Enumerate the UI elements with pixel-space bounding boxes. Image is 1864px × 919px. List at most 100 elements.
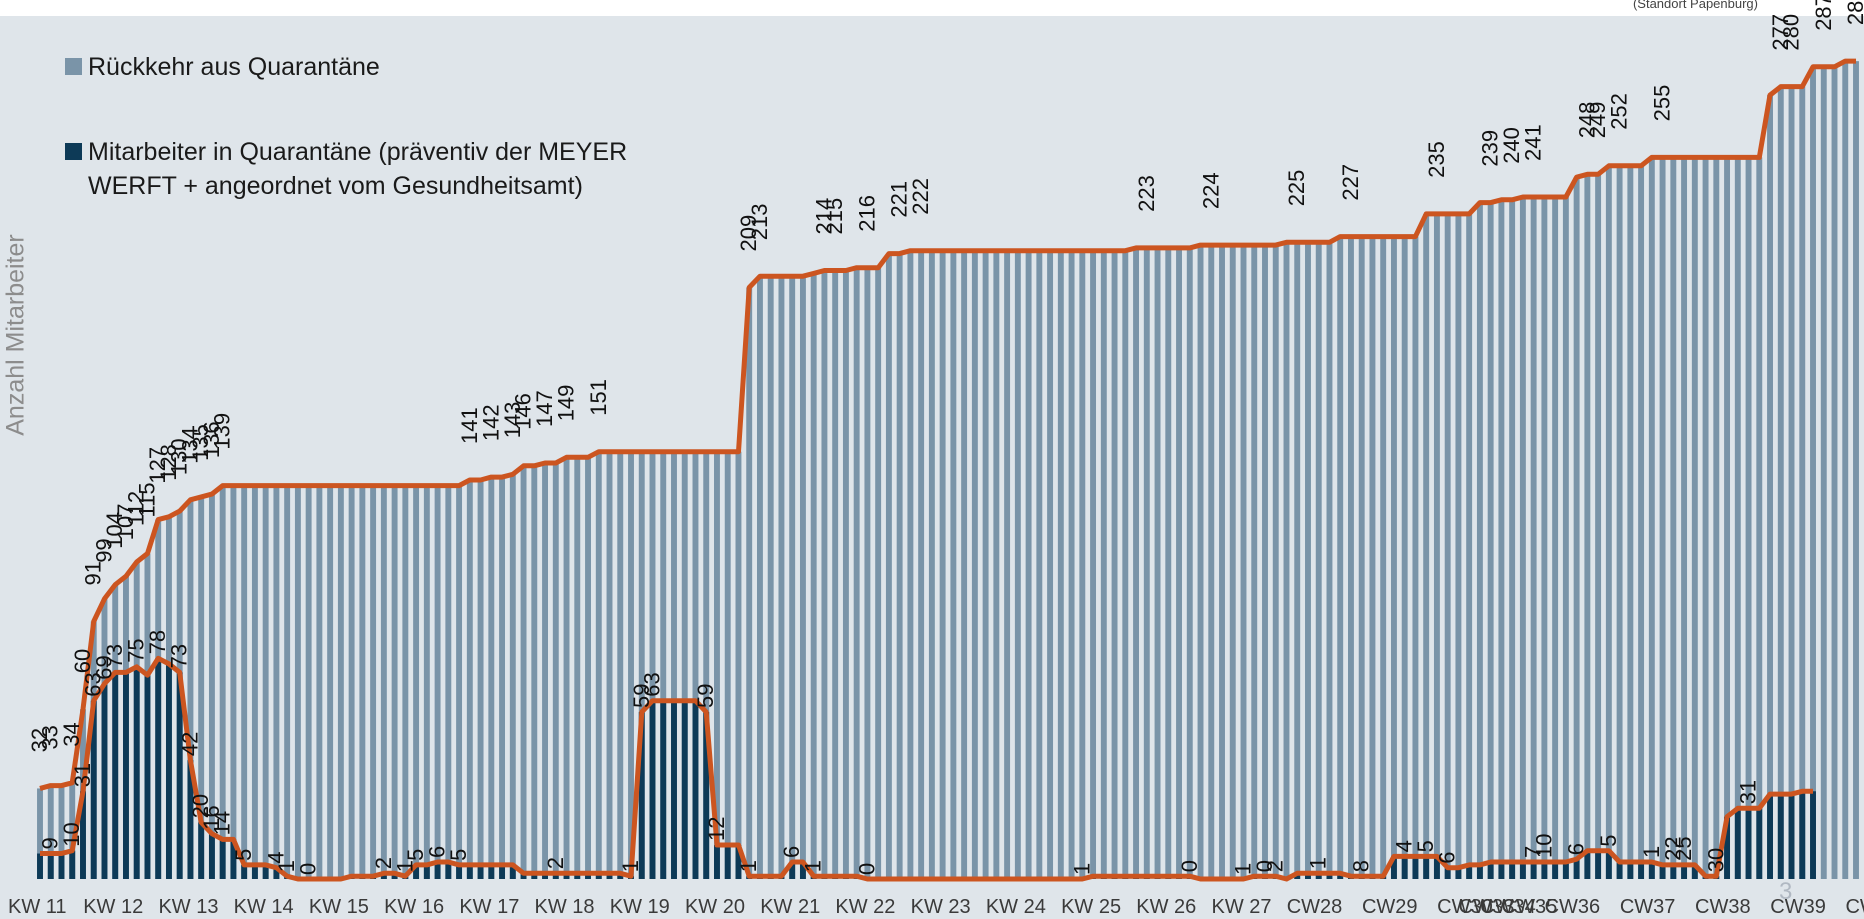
returned-bar <box>1358 236 1365 880</box>
returned-bar <box>413 485 420 879</box>
returned-data-label: 127 <box>145 447 170 484</box>
returned-bar <box>1745 157 1752 880</box>
returned-bar <box>853 267 860 880</box>
returned-data-label: 147 <box>532 390 557 427</box>
quarantine-bar <box>1573 859 1580 879</box>
returned-data-label: 214 <box>811 198 836 235</box>
returned-bar <box>1455 213 1462 879</box>
returned-data-label: 224 <box>1198 172 1223 209</box>
returned-bar <box>907 250 914 880</box>
returned-data-label: 239 <box>1478 130 1503 167</box>
x-tick-label: KW 22 <box>835 896 895 918</box>
quarantine-bar <box>1638 862 1645 879</box>
returned-data-label: 215 <box>822 198 847 235</box>
returned-bar <box>1229 245 1236 879</box>
returned-bar <box>1047 250 1054 880</box>
returned-data-label: 142 <box>478 404 503 441</box>
returned-bar <box>767 276 774 880</box>
quarantine-bar <box>101 683 108 879</box>
returned-data-label: 241 <box>1521 124 1546 161</box>
legend-swatch-quarantine <box>65 143 82 160</box>
quarantine-bar <box>251 864 258 879</box>
returned-bar <box>950 250 957 880</box>
returned-bar <box>1702 157 1709 880</box>
quarantine-bar <box>660 700 667 879</box>
x-tick-label: KW 23 <box>911 896 971 918</box>
returned-bar <box>359 485 366 879</box>
quarantine-data-label: 5 <box>1596 834 1621 846</box>
y-axis-label: Anzahl Mitarbeiter <box>1 234 30 436</box>
quarantine-data-label: 6 <box>779 846 804 858</box>
quarantine-bar <box>1788 794 1795 879</box>
returned-bar <box>660 451 667 879</box>
x-tick-label: KW 24 <box>986 896 1046 918</box>
returned-bar <box>1691 157 1698 880</box>
quarantine-data-label: 5 <box>231 849 256 861</box>
returned-bar <box>1186 247 1193 879</box>
quarantine-data-label: 63 <box>81 672 106 696</box>
returned-bar <box>1713 157 1720 880</box>
returned-data-label: 216 <box>854 195 879 232</box>
quarantine-data-label: 31 <box>70 763 95 787</box>
quarantine-data-label: 22 <box>1660 836 1685 860</box>
quarantine-bar <box>477 864 484 879</box>
returned-bar <box>1638 165 1645 880</box>
returned-bar <box>456 485 463 879</box>
quarantine-data-label: 20 <box>188 794 213 818</box>
returned-bar <box>316 485 323 879</box>
returned-bar <box>348 485 355 879</box>
returned-bar <box>499 477 506 879</box>
returned-data-label: 99 <box>92 538 117 562</box>
returned-bar <box>735 451 742 879</box>
x-tick-label: CW35 <box>1502 896 1558 918</box>
returned-bar <box>1100 250 1107 880</box>
quarantine-bar <box>542 873 548 879</box>
returned-bar <box>1433 213 1440 879</box>
quarantine-data-label: 30 <box>1703 848 1728 872</box>
x-tick-label: CW36 <box>1545 896 1601 918</box>
quarantine-data-label: 31 <box>1736 780 1761 804</box>
quarantine-data-label: 73 <box>102 644 127 668</box>
quarantine-data-label: 63 <box>640 672 665 696</box>
returned-bar <box>370 485 377 879</box>
returned-bar <box>1842 61 1849 879</box>
returned-data-label: 149 <box>554 385 579 422</box>
returned-data-label: 130 <box>167 438 192 475</box>
legend-swatch-returned <box>65 58 82 75</box>
returned-bar <box>1767 95 1773 880</box>
returned-data-label: 128 <box>156 444 181 481</box>
quarantine-bar <box>1433 856 1440 879</box>
returned-data-label: 33 <box>38 725 63 749</box>
returned-bar <box>1348 236 1354 880</box>
x-tick-label: KW 25 <box>1061 896 1121 918</box>
returned-bar <box>896 253 903 879</box>
returned-bar <box>875 267 882 880</box>
returned-bar <box>1681 157 1688 880</box>
returned-bar <box>552 462 559 879</box>
quarantine-bar <box>1627 862 1634 879</box>
quarantine-bar <box>552 873 559 879</box>
page-number: 3 <box>1779 878 1793 905</box>
returned-bar <box>198 496 205 879</box>
x-tick-label: CW40 <box>1845 896 1864 918</box>
returned-bar <box>1509 199 1516 880</box>
returned-data-label: 213 <box>747 203 772 240</box>
quarantine-data-label: 14 <box>210 811 235 835</box>
returned-bar <box>531 465 538 879</box>
quarantine-bar <box>434 862 441 879</box>
returned-bar <box>1605 165 1612 880</box>
returned-bar <box>1143 247 1150 879</box>
returned-data-label: 287 <box>1811 0 1836 31</box>
quarantine-data-label: 25 <box>1671 836 1696 860</box>
returned-bar <box>1788 86 1795 880</box>
x-tick-label: CW28 <box>1287 896 1343 918</box>
returned-bar <box>337 485 344 879</box>
returned-data-label: 240 <box>1499 127 1524 164</box>
quarantine-data-label: 1 <box>1306 857 1331 869</box>
returned-bar <box>1068 250 1075 880</box>
returned-bar <box>251 485 258 879</box>
quarantine-data-label: 1 <box>618 860 643 872</box>
returned-bar <box>1659 157 1666 880</box>
returned-bar <box>37 788 43 879</box>
quarantine-bar <box>112 672 119 879</box>
